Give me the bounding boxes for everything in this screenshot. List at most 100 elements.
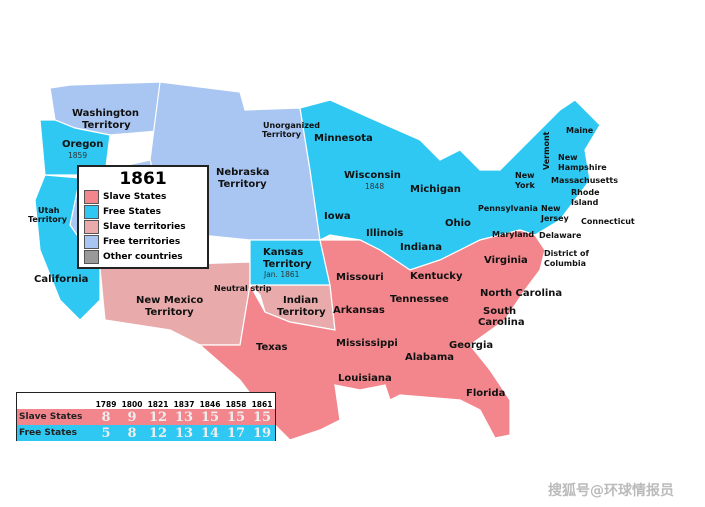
region-label: North Carolina (480, 288, 562, 299)
region-label: District of (544, 249, 590, 258)
legend-item: Slave States (84, 189, 202, 204)
row-label: Slave States (19, 412, 83, 422)
region-label: Virginia (484, 255, 528, 266)
region-label: Iowa (324, 211, 351, 222)
state-count: 5 (101, 425, 111, 441)
region-label: Minnesota (314, 133, 373, 144)
state-count: 8 (101, 409, 111, 425)
year-header: 1861 (251, 400, 273, 409)
legend-title: 1861 (119, 169, 167, 189)
state-count: 19 (252, 425, 272, 441)
region-label: Indiana (400, 242, 442, 253)
region-label: Illinois (366, 228, 403, 239)
region-label: Alabama (405, 352, 454, 363)
region-label: Louisiana (338, 373, 392, 384)
region-label: Neutral strip (214, 284, 272, 293)
region-label: 1848 (365, 182, 384, 191)
region-label: South (483, 306, 516, 317)
region-label: Indian (283, 295, 318, 306)
state-count: 15 (226, 409, 246, 425)
region-label: Massachusetts (551, 176, 618, 185)
legend-swatch (84, 249, 99, 264)
region-label: Territory (263, 259, 312, 270)
watermark: 搜狐号@环球情报员 (548, 483, 674, 499)
region-label: Jersey (540, 214, 570, 223)
region-label: Territory (82, 120, 131, 131)
legend-swatch (84, 219, 99, 234)
year-header: 1821 (147, 400, 169, 409)
region-label: Vermont (542, 131, 551, 170)
state-count: 13 (174, 425, 194, 441)
legend-swatch (84, 234, 99, 249)
region-label: Utah (38, 206, 60, 215)
legend-swatch (84, 204, 99, 219)
region-label: Connecticut (581, 217, 635, 226)
year-header: 1858 (225, 400, 247, 409)
region-label: Washington (72, 108, 139, 119)
region-label: New (541, 204, 561, 213)
legend-label: Other countries (103, 251, 183, 262)
legend-item: Free States (84, 204, 202, 219)
region-label: New Mexico (136, 295, 203, 306)
legend-item: Slave territories (84, 219, 202, 234)
region-label: Territory (28, 215, 68, 224)
region-label: Territory (145, 307, 194, 318)
region-label: California (34, 274, 88, 285)
table-header: 1789 1800 1821 1837 1846 1858 1861 (17, 393, 275, 409)
region-label: Territory (262, 130, 302, 139)
state-labels: Washington Territory Oregon 1859 Califor… (28, 108, 635, 399)
region-label: Territory (277, 307, 326, 318)
region-label: Oregon (62, 139, 103, 150)
year-header: 1789 (95, 400, 117, 409)
region-label: New (558, 153, 578, 162)
legend-label: Free States (103, 206, 161, 217)
state-count: 9 (127, 409, 137, 425)
region-label: Jan. 1861 (263, 270, 300, 279)
year-header: 1800 (121, 400, 143, 409)
region-label: Nebraska (216, 167, 269, 178)
legend-item: Free territories (84, 234, 202, 249)
region-label: Unorganized (263, 121, 320, 130)
state-count: 12 (148, 425, 168, 441)
state-count: 13 (174, 409, 194, 425)
legend-swatch (84, 189, 99, 204)
region-label: Hampshire (558, 163, 607, 172)
state-count: 12 (148, 409, 168, 425)
region-label: Georgia (449, 340, 493, 351)
region-label: Missouri (336, 272, 384, 283)
table-row: Slave States 8 9 12 13 15 15 15 (17, 409, 275, 425)
region-label: 1859 (68, 151, 87, 160)
region-label: Michigan (410, 184, 461, 195)
region-label: Territory (218, 179, 267, 190)
california (34, 174, 101, 321)
row-label: Free States (19, 428, 77, 438)
year-header: 1846 (199, 400, 221, 409)
map-legend: 1861 Slave States Free States Slave territ… (77, 165, 209, 269)
state-count: 8 (127, 425, 137, 441)
legend-item: Other countries (84, 249, 202, 264)
legend-label: Free territories (103, 236, 181, 247)
table-row: Free States 5 8 12 13 14 17 19 (17, 425, 275, 441)
region-label: New (515, 171, 535, 180)
region-label: Maine (566, 126, 594, 135)
state-count: 14 (200, 425, 220, 441)
region-label: Kentucky (410, 271, 463, 282)
region-label: Tennessee (390, 294, 449, 305)
region-label: Wisconsin (344, 170, 401, 181)
year-header: 1837 (173, 400, 195, 409)
region-label: Delaware (539, 231, 582, 240)
region-label: York (514, 181, 536, 190)
region-label: Florida (466, 388, 505, 399)
region-label: Texas (256, 342, 287, 353)
region-label: Mississippi (336, 338, 398, 349)
region-label: Columbia (544, 259, 586, 268)
region-label: Kansas (263, 247, 303, 258)
region-label: Carolina (478, 317, 525, 328)
region-label: Arkansas (333, 305, 385, 316)
legend-label: Slave States (103, 191, 167, 202)
state-count: 15 (200, 409, 220, 425)
region-label: Pennsylvania (478, 204, 538, 213)
region-label: Maryland (492, 230, 534, 239)
state-count-table: 1789 1800 1821 1837 1846 1858 1861 Slave State… (16, 392, 276, 441)
